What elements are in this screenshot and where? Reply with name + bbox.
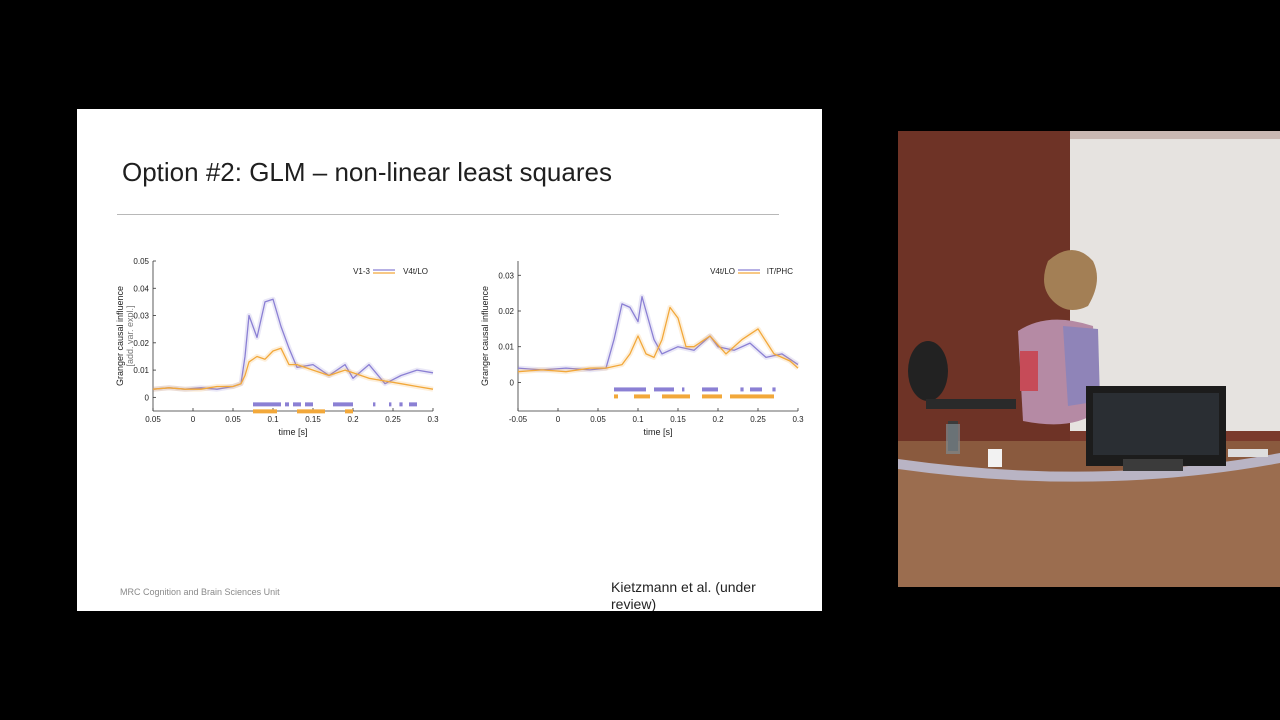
x-tick-label: -0.05: [509, 415, 528, 424]
y-axis-sublabel: [add. var. expl.]: [125, 305, 135, 366]
citation: Kietzmann et al. (under review): [611, 579, 756, 611]
y-axis-label: Granger causal influence: [115, 286, 125, 386]
y-tick-label: 0.03: [498, 271, 514, 280]
y-tick-label: 0: [145, 393, 150, 402]
significance-bar-1: [285, 402, 289, 407]
significance-bar-2: [730, 394, 774, 399]
significance-bar-2: [297, 409, 325, 414]
y-tick-label: 0.01: [133, 366, 149, 375]
x-tick-label: 0.25: [750, 415, 766, 424]
y-tick-label: 0.05: [133, 257, 149, 266]
x-tick-label: 0.15: [670, 415, 686, 424]
y-tick-label: 0.02: [498, 307, 514, 316]
series-band-1: [152, 296, 434, 392]
series-band-1: [517, 294, 800, 373]
chart-right-svg: -0.05 0 0.05 0.1 0.15 0.2 0.25 0.3 0 0.01 0.02 0.03…: [480, 261, 804, 437]
significance-bar-1: [682, 387, 685, 392]
significance-bar-1: [253, 402, 281, 407]
y-axis-label: Granger causal influence: [480, 286, 490, 386]
significance-bar-1: [333, 402, 353, 407]
significance-bar-2: [253, 409, 277, 414]
significance-bar-2: [345, 409, 353, 414]
significance-bar-1: [409, 402, 417, 407]
x-tick-label: 0.2: [712, 415, 724, 424]
significance-bar-1: [614, 387, 646, 392]
x-tick-label: 0.1: [267, 415, 279, 424]
y-tick-label: 0.03: [133, 312, 149, 321]
x-tick-label: 0.3: [427, 415, 439, 424]
significance-bar-1: [399, 402, 403, 407]
x-tick-label: 0.05: [145, 415, 161, 424]
legend-label-1: V1-3: [353, 267, 370, 276]
y-tick-label: 0.04: [133, 284, 149, 293]
y-tick-label: 0.02: [133, 339, 149, 348]
x-tick-label: 0: [191, 415, 196, 424]
x-tick-label: 0.3: [792, 415, 804, 424]
x-tick-label: 0.15: [305, 415, 321, 424]
series-line-2: [152, 347, 434, 390]
series-line-1: [517, 296, 799, 371]
x-axis-label: time [s]: [643, 427, 672, 437]
slide-title: Option #2: GLM – non-linear least square…: [122, 157, 612, 187]
title-divider: [117, 214, 779, 215]
significance-bar-1: [389, 402, 392, 407]
significance-bar-1: [740, 387, 744, 392]
y-tick-label: 0: [510, 378, 515, 387]
x-tick-label: 0.05: [225, 415, 241, 424]
x-tick-label: 0.25: [385, 415, 401, 424]
legend-label-2: V4t/LO: [403, 267, 428, 276]
significance-bar-2: [662, 394, 690, 399]
significance-bar-1: [750, 387, 762, 392]
significance-bar-1: [702, 387, 718, 392]
legend-label-1: V4t/LO: [710, 267, 735, 276]
chart-left: 0.05 0 0.05 0.1 0.15 0.2 0.25 0.3 0 0.01 0.02 0.03 0…: [95, 249, 440, 454]
presentation-slide: Option #2: GLM – non-linear least square…: [77, 109, 822, 611]
significance-bar-2: [702, 394, 722, 399]
legend-label-2: IT/PHC: [767, 267, 793, 276]
series-line-1: [152, 298, 434, 390]
y-tick-label: 0.01: [498, 343, 514, 352]
series-line-2: [517, 306, 799, 373]
footer-institution: MRC Cognition and Brain Sciences Unit: [120, 587, 280, 597]
significance-bar-1: [772, 387, 776, 392]
series-band-2: [517, 304, 800, 375]
x-tick-label: 0.1: [632, 415, 644, 424]
speaker-video-frame: [898, 131, 1280, 587]
chart-left-svg: 0.05 0 0.05 0.1 0.15 0.2 0.25 0.3 0 0.01 0.02 0.03 0…: [115, 257, 439, 437]
x-tick-label: 0: [556, 415, 561, 424]
significance-bar-1: [373, 402, 376, 407]
x-tick-label: 0.2: [347, 415, 359, 424]
speaker-video: [898, 131, 1280, 587]
significance-bar-2: [634, 394, 650, 399]
significance-bar-1: [293, 402, 301, 407]
chart-right: -0.05 0 0.05 0.1 0.15 0.2 0.25 0.3 0 0.01 0.02 0.03…: [460, 249, 805, 454]
x-axis-label: time [s]: [278, 427, 307, 437]
significance-bar-1: [305, 402, 313, 407]
significance-bar-1: [654, 387, 674, 392]
x-tick-label: 0.05: [590, 415, 606, 424]
significance-bar-2: [614, 394, 618, 399]
